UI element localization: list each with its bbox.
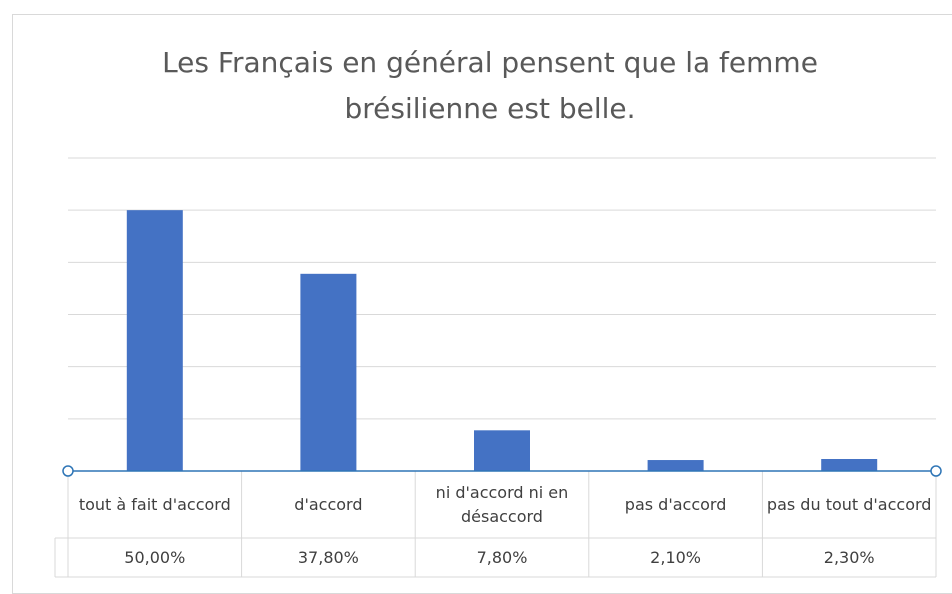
- value-label: 2,10%: [650, 547, 701, 567]
- value-label: 7,80%: [476, 547, 528, 567]
- bar: [821, 459, 878, 471]
- chart-title: Les Français en général pensent que la f…: [162, 46, 818, 125]
- category-label: pas d'accord: [624, 494, 727, 514]
- selection-handle: [930, 465, 942, 477]
- value-label: 50,00%: [124, 547, 186, 567]
- bar: [474, 430, 530, 471]
- value-label: 2,30%: [823, 547, 875, 567]
- selection-handle: [62, 465, 74, 477]
- bar: [300, 273, 357, 471]
- bar: [126, 210, 183, 471]
- bar: [647, 460, 704, 471]
- chart-area: Les Français en général pensent que la f…: [12, 14, 952, 594]
- category-label: pas du tout d'accord: [766, 494, 932, 514]
- category-label: ni d'accord ni en désaccord: [435, 482, 569, 526]
- category-label: d'accord: [294, 494, 363, 514]
- value-label: 37,80%: [297, 547, 359, 567]
- category-label: tout à fait d'accord: [78, 494, 231, 514]
- plot: [54, 157, 942, 578]
